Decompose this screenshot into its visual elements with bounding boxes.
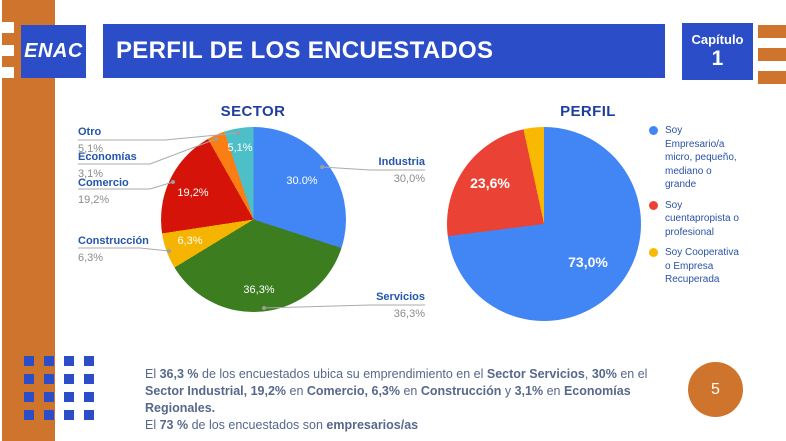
- enac-logo-text: ENAC: [24, 40, 83, 62]
- sector-slice-value-comercio: 19,2%: [177, 187, 209, 199]
- sector-callout-construccion: Construcción 6,3%: [78, 235, 149, 265]
- sector-callout-value: 19,2%: [78, 194, 110, 206]
- sector-chart-title: SECTOR: [220, 103, 286, 120]
- perfil-chart-title: PERFIL: [560, 103, 616, 120]
- decorative-square: [44, 392, 54, 402]
- sector-callout-value: 5,1%: [78, 143, 104, 155]
- left-accent-notch: [0, 45, 14, 56]
- sector-callout-value: 3,1%: [78, 168, 104, 180]
- right-accent-stripe: [758, 25, 786, 38]
- perfil-pie-chart: [447, 127, 641, 321]
- legend-dot-icon: [649, 200, 658, 210]
- legend-item-cooperativa: Soy Cooperativa o Empresa Recuperada: [649, 246, 761, 287]
- decorative-square: [44, 356, 54, 366]
- summary-text: El 36,3 % de los encuestados ubica su em…: [145, 366, 673, 434]
- legend-dot-icon: [649, 248, 658, 257]
- legend-label: Soy cuentapropista o profesional: [665, 199, 739, 238]
- left-accent-notch: [0, 67, 14, 78]
- legend-item-empresario: Soy Empresario/a micro, pequeño, mediano…: [649, 124, 761, 192]
- decorative-square: [64, 356, 74, 366]
- decorative-square: [84, 356, 94, 366]
- legend-item-cuentapropista: Soy cuentapropista o profesional: [649, 199, 761, 240]
- sector-callout-label: Comercio: [78, 177, 129, 189]
- sector-callout-economias: Economías 3,1%: [78, 151, 137, 181]
- sector-callout-industria: Industria 30,0%: [379, 156, 425, 186]
- sector-slice-value-construccion: 6,3%: [177, 235, 203, 247]
- sector-callout-label: Industria: [378, 156, 425, 168]
- page-number-badge: 5: [688, 362, 743, 417]
- decorative-square: [44, 374, 54, 384]
- decorative-square: [24, 374, 34, 384]
- right-accent-stripe: [758, 48, 786, 61]
- sector-slice-value-otro: 5,1%: [227, 142, 253, 154]
- sector-slice-value-servicios: 36,3%: [243, 284, 275, 296]
- legend-label: Soy Empresario/a micro, pequeño, mediano…: [665, 125, 737, 190]
- summary-paragraph-perfil: El 73 % de los encuestados son empresari…: [145, 418, 419, 432]
- sector-callout-servicios: Servicios 36,3%: [376, 291, 425, 321]
- perfil-slice-value-cuentapropista: 23,6%: [470, 175, 510, 191]
- decorative-square: [24, 410, 34, 420]
- decorative-square: [84, 410, 94, 420]
- sector-callout-value: 36,3%: [393, 308, 425, 320]
- decorative-squares: [24, 356, 94, 420]
- sector-slice-value-industria: 30.0%: [286, 175, 318, 187]
- perfil-slice-value-empresario: 73,0%: [568, 254, 608, 270]
- left-accent-notch: [0, 22, 14, 33]
- decorative-square: [84, 374, 94, 384]
- sector-callout-value: 30,0%: [393, 173, 425, 185]
- sector-callout-label: Otro: [78, 126, 102, 138]
- sector-callout-label: Construcción: [78, 235, 149, 247]
- legend-dot-icon: [649, 126, 658, 135]
- page-number: 5: [711, 380, 720, 398]
- chapter-number: 1: [711, 47, 724, 70]
- sector-callout-value: 6,3%: [78, 252, 104, 264]
- decorative-square: [24, 356, 34, 366]
- title-bar: PERFIL DE LOS ENCUESTADOS: [103, 24, 665, 78]
- decorative-square: [64, 392, 74, 402]
- enac-logo: ENAC: [21, 25, 86, 78]
- chapter-badge: Capítulo 1: [682, 23, 753, 80]
- right-accent-stripe: [758, 71, 786, 84]
- summary-paragraph-sector: El 36,3 % de los encuestados ubica su em…: [145, 367, 648, 415]
- sector-callout-label: Economías: [78, 151, 137, 163]
- sector-callout-label: Servicios: [376, 291, 425, 303]
- page-title: PERFIL DE LOS ENCUESTADOS: [116, 37, 494, 64]
- chapter-label: Capítulo: [691, 32, 744, 47]
- decorative-square: [84, 392, 94, 402]
- decorative-square: [64, 410, 74, 420]
- decorative-square: [24, 392, 34, 402]
- legend-label: Soy Cooperativa o Empresa Recuperada: [665, 247, 739, 285]
- perfil-legend: Soy Empresario/a micro, pequeño, mediano…: [649, 124, 761, 287]
- decorative-square: [64, 374, 74, 384]
- decorative-square: [44, 410, 54, 420]
- sector-callout-otro: Otro 5,1%: [78, 126, 103, 156]
- sector-callout-comercio: Comercio 19,2%: [78, 177, 129, 207]
